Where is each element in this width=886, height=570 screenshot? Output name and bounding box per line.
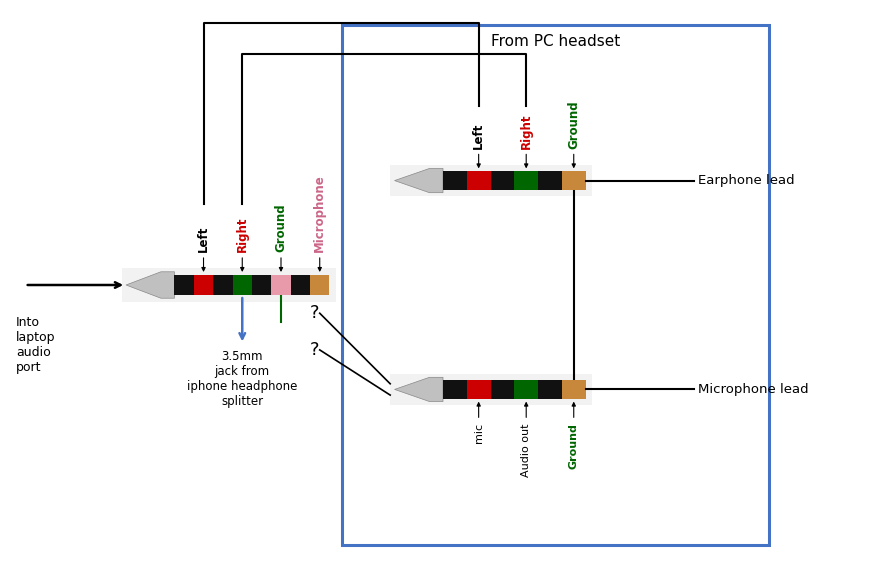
Text: Audio out: Audio out — [521, 423, 532, 477]
Text: From PC headset: From PC headset — [491, 34, 620, 49]
Bar — [491, 380, 514, 399]
Bar — [390, 165, 592, 197]
Polygon shape — [394, 377, 443, 401]
Text: Right: Right — [236, 217, 249, 253]
Text: Left: Left — [472, 123, 486, 149]
Bar — [194, 275, 214, 295]
Text: 3.5mm
jack from
iphone headphone
splitter: 3.5mm jack from iphone headphone splitte… — [187, 350, 298, 408]
Bar — [514, 171, 538, 190]
Text: ?: ? — [310, 304, 320, 322]
Text: Ground: Ground — [275, 203, 287, 253]
Text: ?: ? — [310, 341, 320, 359]
Bar — [342, 25, 769, 545]
Bar — [514, 380, 538, 399]
Bar — [310, 275, 330, 295]
Text: Left: Left — [197, 226, 210, 253]
Bar — [390, 373, 592, 405]
Bar — [271, 275, 291, 295]
Bar — [467, 171, 491, 190]
Bar — [467, 380, 491, 399]
Text: Right: Right — [520, 113, 532, 149]
Bar — [562, 171, 586, 190]
Bar — [121, 268, 336, 302]
Bar — [443, 380, 467, 399]
Bar — [562, 380, 586, 399]
Text: mic: mic — [474, 423, 484, 443]
Text: Earphone lead: Earphone lead — [698, 174, 795, 187]
Bar — [491, 171, 514, 190]
Bar — [538, 171, 562, 190]
Bar — [232, 275, 252, 295]
Text: Microphone lead: Microphone lead — [698, 383, 809, 396]
Bar — [252, 275, 271, 295]
Bar — [214, 275, 232, 295]
Bar — [538, 380, 562, 399]
Bar — [175, 275, 194, 295]
Polygon shape — [394, 169, 443, 193]
Bar — [443, 171, 467, 190]
Text: Ground: Ground — [567, 100, 580, 149]
Text: Ground: Ground — [569, 423, 579, 469]
Text: Into
laptop
audio
port: Into laptop audio port — [16, 316, 56, 374]
Bar — [291, 275, 310, 295]
Polygon shape — [126, 272, 175, 298]
Text: Microphone: Microphone — [314, 174, 326, 253]
